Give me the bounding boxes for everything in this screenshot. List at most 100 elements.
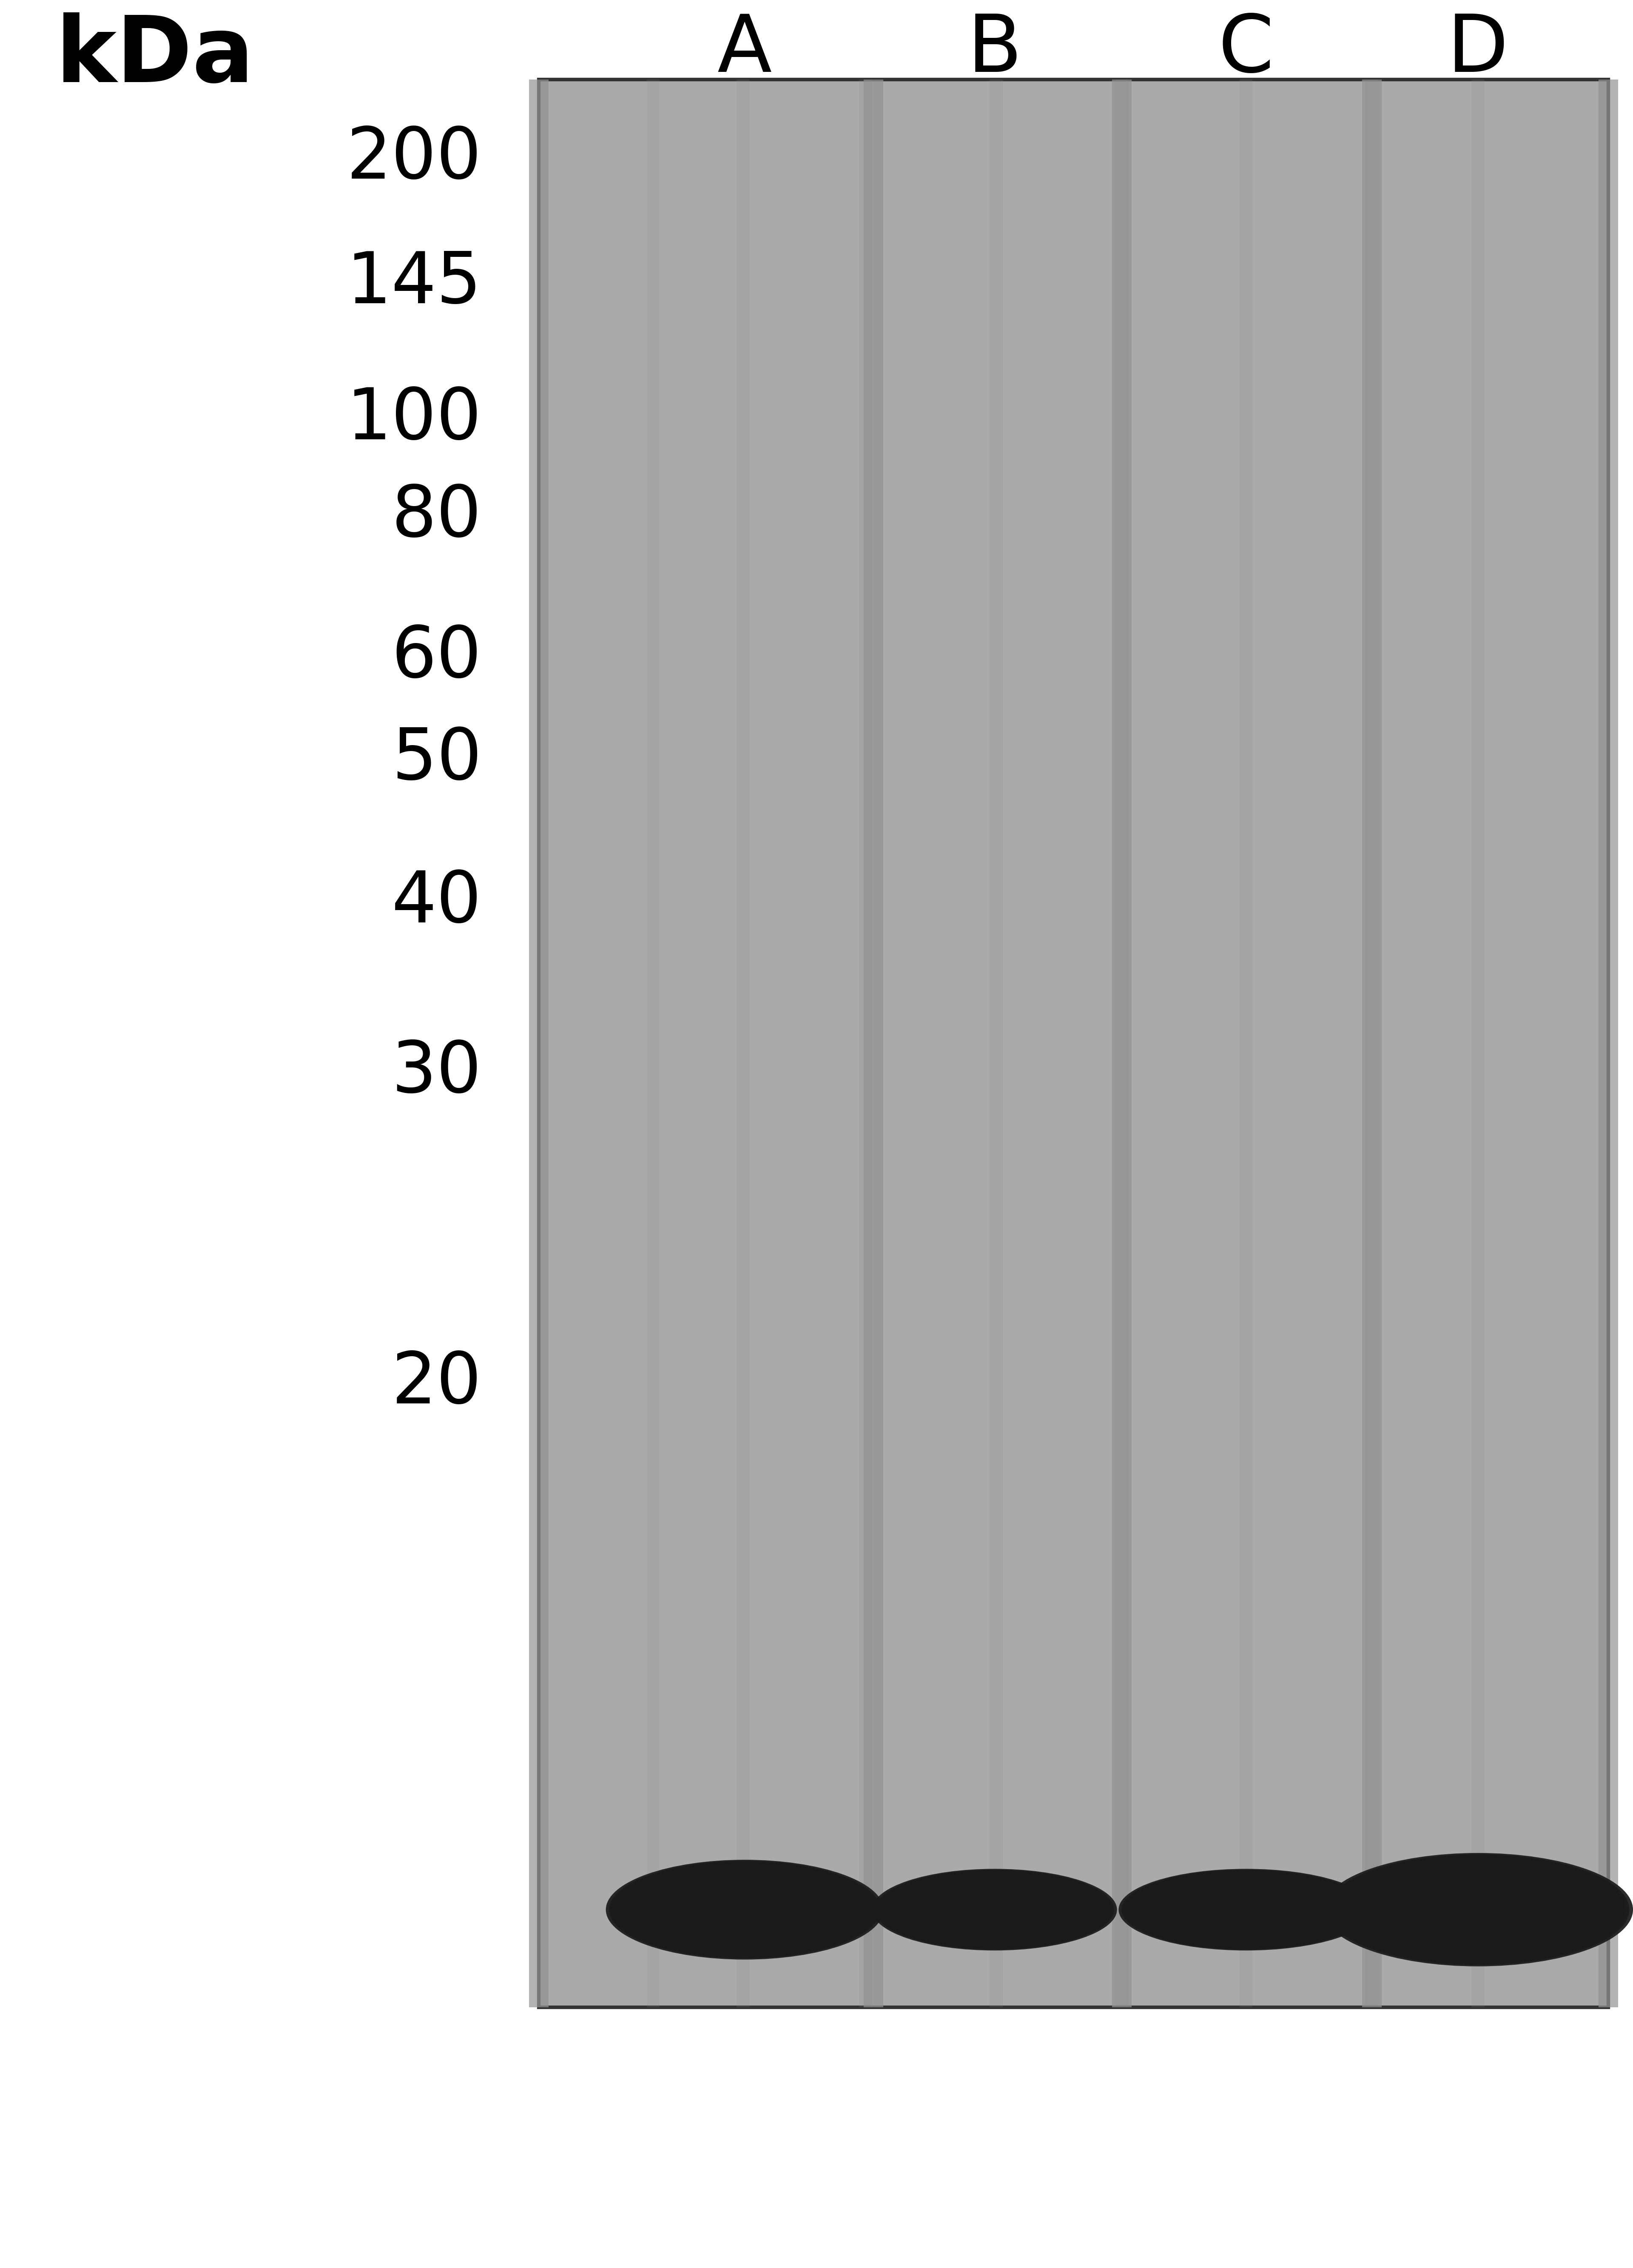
Ellipse shape (673, 1885, 816, 1935)
Ellipse shape (1393, 1878, 1563, 1941)
Ellipse shape (916, 1885, 1073, 1935)
Ellipse shape (939, 1892, 1050, 1928)
Ellipse shape (1130, 1873, 1362, 1946)
Ellipse shape (1200, 1896, 1292, 1923)
Text: 50: 50 (392, 726, 482, 794)
Ellipse shape (656, 1878, 833, 1941)
Ellipse shape (1408, 1885, 1548, 1935)
Ellipse shape (1194, 1894, 1298, 1926)
Ellipse shape (629, 1869, 861, 1950)
Ellipse shape (1127, 1871, 1365, 1948)
Ellipse shape (612, 1862, 877, 1957)
Ellipse shape (1359, 1867, 1597, 1953)
Ellipse shape (625, 1867, 864, 1953)
Ellipse shape (647, 1876, 843, 1944)
Ellipse shape (1383, 1876, 1573, 1944)
Ellipse shape (914, 1882, 1075, 1937)
Ellipse shape (1372, 1871, 1584, 1948)
Text: C: C (1218, 11, 1274, 88)
Ellipse shape (1204, 1896, 1288, 1923)
Ellipse shape (1377, 1873, 1579, 1946)
Ellipse shape (942, 1892, 1047, 1928)
Ellipse shape (632, 1869, 857, 1950)
Text: B: B (967, 11, 1022, 88)
Ellipse shape (689, 1889, 800, 1930)
Ellipse shape (950, 1896, 1039, 1923)
Ellipse shape (1192, 1892, 1300, 1928)
Ellipse shape (1189, 1892, 1303, 1928)
Ellipse shape (887, 1873, 1102, 1946)
Ellipse shape (1401, 1882, 1555, 1937)
Ellipse shape (686, 1889, 803, 1930)
Ellipse shape (1197, 1894, 1295, 1926)
Ellipse shape (622, 1867, 867, 1953)
Ellipse shape (1350, 1864, 1605, 1955)
Ellipse shape (1153, 1880, 1339, 1939)
Bar (859, 79, 872, 2007)
Ellipse shape (643, 1873, 846, 1946)
Ellipse shape (1341, 1860, 1615, 1960)
Bar (647, 79, 660, 2007)
Ellipse shape (650, 1876, 839, 1944)
Bar (990, 79, 1003, 2007)
Ellipse shape (1419, 1887, 1537, 1932)
Ellipse shape (947, 1894, 1042, 1926)
Ellipse shape (609, 1862, 880, 1957)
Bar (864, 79, 883, 2007)
Ellipse shape (1365, 1869, 1591, 1950)
Ellipse shape (877, 1871, 1112, 1948)
Ellipse shape (653, 1878, 836, 1941)
Ellipse shape (872, 1869, 1117, 1950)
Ellipse shape (1344, 1860, 1612, 1960)
Ellipse shape (676, 1885, 813, 1935)
Ellipse shape (1426, 1892, 1530, 1928)
Ellipse shape (1326, 1855, 1630, 1964)
Ellipse shape (697, 1894, 792, 1926)
Ellipse shape (923, 1885, 1066, 1935)
Ellipse shape (897, 1878, 1092, 1941)
Text: A: A (717, 11, 772, 88)
Ellipse shape (1334, 1857, 1622, 1962)
Ellipse shape (670, 1882, 820, 1937)
Ellipse shape (619, 1864, 870, 1955)
Ellipse shape (1163, 1882, 1329, 1937)
Ellipse shape (1151, 1880, 1341, 1939)
Text: 100: 100 (346, 386, 482, 454)
Ellipse shape (908, 1880, 1081, 1939)
Ellipse shape (1355, 1864, 1600, 1955)
Bar (539, 79, 1609, 2007)
Ellipse shape (679, 1887, 810, 1932)
Text: 60: 60 (392, 624, 482, 692)
Ellipse shape (606, 1860, 883, 1960)
Ellipse shape (1122, 1869, 1370, 1950)
Ellipse shape (875, 1869, 1114, 1950)
Ellipse shape (880, 1871, 1109, 1948)
Ellipse shape (946, 1894, 1043, 1926)
Ellipse shape (1159, 1882, 1333, 1937)
Ellipse shape (1414, 1887, 1542, 1932)
Ellipse shape (1179, 1889, 1313, 1930)
Ellipse shape (936, 1889, 1053, 1930)
Ellipse shape (1404, 1882, 1551, 1937)
Ellipse shape (1148, 1878, 1344, 1941)
Ellipse shape (1174, 1887, 1318, 1932)
Ellipse shape (1137, 1873, 1355, 1946)
Ellipse shape (634, 1871, 856, 1948)
Ellipse shape (895, 1876, 1094, 1944)
Ellipse shape (1337, 1857, 1618, 1962)
Text: 40: 40 (392, 869, 482, 937)
Ellipse shape (663, 1880, 826, 1939)
Ellipse shape (1422, 1889, 1533, 1930)
Ellipse shape (637, 1871, 852, 1948)
Text: 80: 80 (392, 483, 482, 551)
Ellipse shape (1347, 1862, 1609, 1957)
Ellipse shape (1171, 1885, 1321, 1935)
Ellipse shape (911, 1882, 1078, 1937)
Ellipse shape (892, 1876, 1097, 1944)
Ellipse shape (1125, 1871, 1367, 1948)
Ellipse shape (1398, 1880, 1558, 1939)
Ellipse shape (1138, 1876, 1354, 1944)
Ellipse shape (616, 1864, 874, 1955)
Ellipse shape (1411, 1885, 1545, 1935)
Bar (1239, 79, 1253, 2007)
